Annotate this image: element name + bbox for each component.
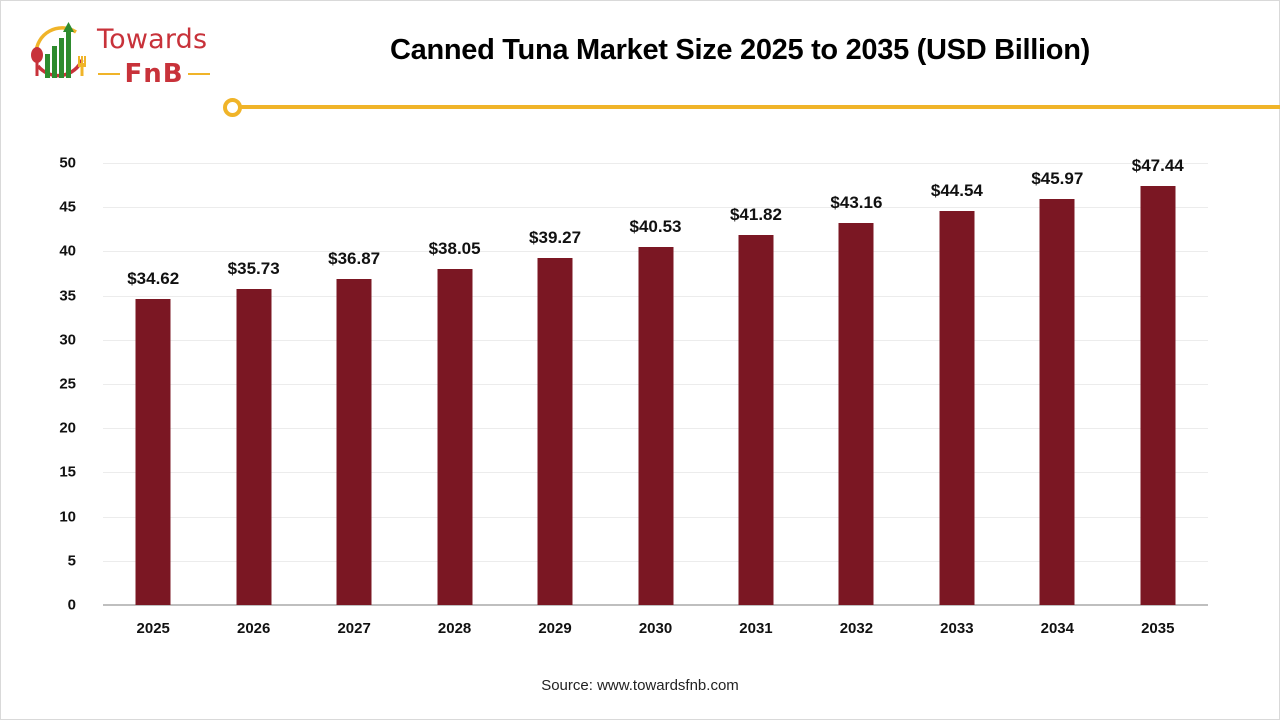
bar-value-label: $40.53 xyxy=(629,216,682,236)
bar[interactable] xyxy=(437,268,473,605)
bar[interactable] xyxy=(1039,198,1075,605)
x-axis-tick-label: 2025 xyxy=(136,620,170,637)
brand-logo: Towards FnB xyxy=(26,18,216,90)
bar-value-label: $44.54 xyxy=(930,181,983,201)
bar-value-label: $45.97 xyxy=(1031,168,1084,188)
x-axis-tick-label: 2026 xyxy=(236,620,271,637)
plot-area: $34.62 $35.73 $36.87 $38.05 $39.27 $40.53 $41.… xyxy=(103,156,1208,606)
bar-group: $36.87 xyxy=(304,163,404,605)
y-axis-tick-label: 35 xyxy=(59,287,76,305)
bar-group: $44.54 xyxy=(907,163,1007,605)
y-axis-tick-label: 25 xyxy=(59,375,76,393)
x-axis-line xyxy=(103,604,1208,606)
x-axis-tick-label: 2029 xyxy=(538,620,572,637)
bar-group: $43.16 xyxy=(806,163,906,605)
bar-value-label: $35.73 xyxy=(227,259,280,279)
bar-value-label: $39.27 xyxy=(529,227,582,247)
bar-group: $34.62 xyxy=(103,163,203,605)
bar-group: $39.27 xyxy=(505,163,605,605)
bar-value-label: $38.05 xyxy=(428,238,481,258)
gridline xyxy=(103,207,1208,209)
logo-dash-right xyxy=(188,73,210,75)
bar[interactable] xyxy=(939,211,975,605)
logo-text-fnb: FnB xyxy=(124,59,184,89)
y-axis-tick-label: 45 xyxy=(59,198,76,216)
x-axis-tick-label: 2031 xyxy=(739,620,773,637)
bar[interactable] xyxy=(738,235,774,605)
bar-group: $35.73 xyxy=(204,163,304,605)
x-axis-tick-label: 2032 xyxy=(839,620,874,637)
gridline xyxy=(103,163,1208,164)
bar[interactable] xyxy=(838,223,874,605)
bar-value-label: $41.82 xyxy=(729,205,782,225)
x-axis-tick-label: 2027 xyxy=(337,620,371,637)
y-axis-tick-label: 50 xyxy=(59,154,76,172)
x-axis-tick-label: 2030 xyxy=(638,620,673,637)
x-axis-tick-label: 2035 xyxy=(1141,620,1175,637)
bar-group: $41.82 xyxy=(706,163,806,605)
logo-text-towards: Towards xyxy=(97,24,208,55)
accent-dot-icon xyxy=(223,98,242,117)
logo-fnb-row: FnB xyxy=(98,57,210,91)
logo-dash-left xyxy=(98,73,120,75)
bar-group: $45.97 xyxy=(1007,163,1107,605)
bar-group: $47.44 xyxy=(1108,156,1208,605)
bar-value-label: $43.16 xyxy=(830,193,883,213)
y-axis-tick-label: 10 xyxy=(59,508,76,526)
accent-divider xyxy=(240,105,1280,109)
y-axis-tick-label: 15 xyxy=(59,463,76,481)
bar[interactable] xyxy=(537,257,573,605)
logo-emblem-icon xyxy=(31,22,86,78)
x-axis-tick-label: 2034 xyxy=(1040,620,1074,637)
bar-value-label: $47.44 xyxy=(1131,155,1184,175)
y-axis-tick-label: 5 xyxy=(67,552,76,570)
bar-value-label: $36.87 xyxy=(328,249,381,269)
bar-group: $40.53 xyxy=(606,163,706,605)
y-axis-tick-label: 40 xyxy=(59,242,76,260)
x-axis-tick-label: 2028 xyxy=(437,620,472,637)
bar-group: $38.05 xyxy=(405,163,505,605)
bar[interactable] xyxy=(336,279,372,605)
chart-title: Canned Tuna Market Size 2025 to 2035 (US… xyxy=(390,34,1090,66)
bar[interactable] xyxy=(638,246,673,605)
x-axis-tick-label: 2033 xyxy=(940,620,974,637)
bar[interactable] xyxy=(1140,185,1176,605)
bar[interactable] xyxy=(236,289,272,605)
source-note: Source: www.towardsfnb.com xyxy=(541,677,739,694)
y-axis-tick-label: 20 xyxy=(59,419,76,437)
bar-value-label: $34.62 xyxy=(127,268,180,288)
bar[interactable] xyxy=(135,298,171,605)
y-axis-tick-label: 30 xyxy=(59,331,76,349)
y-axis-tick-label: 0 xyxy=(67,596,76,614)
